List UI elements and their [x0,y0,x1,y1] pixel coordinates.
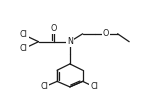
Text: Cl: Cl [20,30,27,39]
Text: Cl: Cl [40,82,48,91]
Text: Cl: Cl [20,44,27,53]
Text: O: O [50,24,57,33]
Text: N: N [67,37,73,46]
Text: Cl: Cl [90,82,98,91]
Text: O: O [103,29,109,38]
